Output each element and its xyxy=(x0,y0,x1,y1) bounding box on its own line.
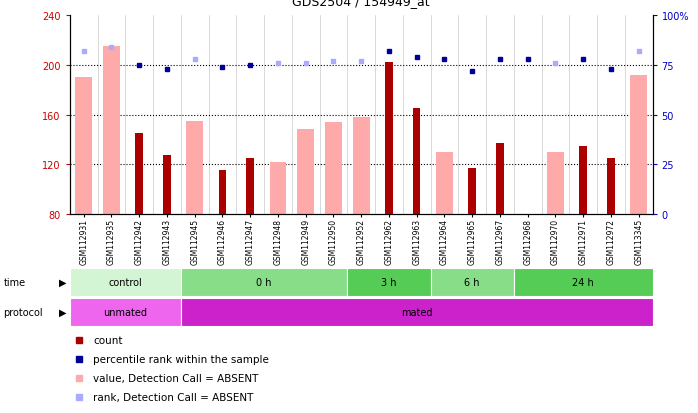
Bar xyxy=(579,146,587,214)
Bar xyxy=(70,268,181,296)
Bar xyxy=(269,162,286,214)
Text: 6 h: 6 h xyxy=(464,277,480,287)
Text: rank, Detection Call = ABSENT: rank, Detection Call = ABSENT xyxy=(93,392,253,402)
Bar xyxy=(103,47,120,214)
Bar xyxy=(181,298,653,326)
Bar xyxy=(468,169,476,214)
Bar xyxy=(163,156,171,214)
Bar xyxy=(630,76,647,214)
Bar xyxy=(348,268,431,296)
Bar xyxy=(514,268,653,296)
Text: value, Detection Call = ABSENT: value, Detection Call = ABSENT xyxy=(93,373,258,383)
Text: 0 h: 0 h xyxy=(256,277,272,287)
Bar xyxy=(181,268,348,296)
Text: percentile rank within the sample: percentile rank within the sample xyxy=(93,354,269,364)
Bar xyxy=(75,78,92,214)
Text: 24 h: 24 h xyxy=(572,277,594,287)
Bar xyxy=(70,298,181,326)
Bar xyxy=(297,130,314,214)
Bar xyxy=(436,152,453,214)
Bar xyxy=(413,109,420,214)
Bar xyxy=(547,152,564,214)
Text: mated: mated xyxy=(401,307,433,317)
Bar xyxy=(496,144,504,214)
Text: protocol: protocol xyxy=(3,307,43,317)
Text: count: count xyxy=(93,335,123,345)
Bar xyxy=(246,159,254,214)
Bar xyxy=(135,134,143,214)
Text: control: control xyxy=(108,277,142,287)
Bar xyxy=(385,63,393,214)
Text: GDS2504 / 154949_at: GDS2504 / 154949_at xyxy=(292,0,430,8)
Bar xyxy=(186,121,203,214)
Bar xyxy=(607,159,615,214)
Bar xyxy=(218,171,226,214)
Text: ▶: ▶ xyxy=(59,307,66,317)
Text: time: time xyxy=(3,277,26,287)
Bar xyxy=(325,123,342,214)
Bar xyxy=(353,118,369,214)
Text: ▶: ▶ xyxy=(59,277,66,287)
Bar xyxy=(431,268,514,296)
Text: 3 h: 3 h xyxy=(381,277,396,287)
Text: unmated: unmated xyxy=(103,307,147,317)
